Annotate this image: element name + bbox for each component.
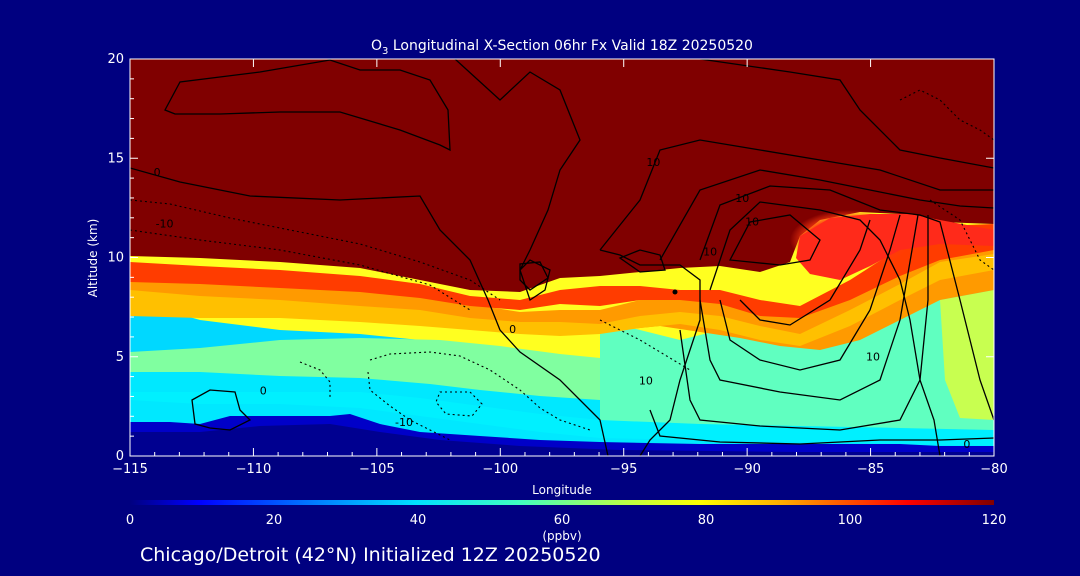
contour-line [519, 261, 549, 291]
field-terrain-dark [130, 424, 994, 456]
contour-label: -10 [395, 416, 413, 429]
contour-label: 10 [646, 156, 660, 169]
contour-line [699, 185, 994, 421]
contour-line [454, 59, 581, 302]
contour-line-dotted [435, 391, 483, 417]
contour-label: 0 [509, 323, 516, 336]
colorbar-tick-label: 100 [838, 513, 863, 528]
contour-line [164, 59, 451, 152]
y-axis-label: Altitude (km) [86, 219, 100, 298]
field-layer-red [130, 224, 994, 318]
x-tick-label: −105 [359, 462, 395, 477]
contour-line [699, 214, 919, 401]
contour-line [659, 169, 994, 261]
contour-line-dotted [130, 199, 501, 301]
contour-lines-dotted [130, 89, 994, 441]
field-layer-hotband [796, 214, 994, 280]
y-tick-label: 5 [116, 350, 124, 365]
field-layer-orange [130, 232, 994, 350]
colorbar-tick-label: 20 [266, 513, 283, 528]
contour-label: 10 [703, 246, 717, 259]
contour-labels: 0 -10 0 -10 0 10 10 10 10 10 10 0 [154, 156, 971, 451]
contour-line [739, 219, 871, 326]
y-axis: 0 5 10 15 20 [107, 52, 994, 464]
contour-line [618, 249, 666, 273]
x-axis-label: Longitude [532, 483, 592, 497]
x-tick-label: −115 [112, 462, 148, 477]
y-tick-label: 0 [116, 449, 124, 464]
field-layer-gold [130, 254, 994, 346]
contour-label: 0 [963, 438, 970, 451]
contour-label: 0 [260, 384, 267, 397]
contour-line [191, 389, 252, 431]
field-layer-darkred [130, 59, 994, 292]
contour-line [679, 215, 929, 431]
colorbar-tick-label: 60 [554, 513, 571, 528]
contour-line [699, 59, 994, 169]
contour-point [672, 289, 678, 295]
x-tick-label: −100 [482, 462, 518, 477]
contour-label: 10 [735, 192, 749, 205]
contour-label: 0 [154, 166, 161, 179]
contour-line [728, 214, 821, 266]
field-layer-lime [940, 290, 994, 420]
x-tick-label: −90 [733, 462, 760, 477]
contour-line [709, 201, 941, 456]
x-tick-label: −80 [980, 462, 1007, 477]
ozone-field [130, 59, 994, 456]
colorbar-tick-label: 80 [698, 513, 715, 528]
x-axis: −115 −110 −105 −100 −95 −90 −85 −80 [112, 59, 1008, 477]
colorbar-tick-label: 40 [410, 513, 427, 528]
contour-line [719, 214, 901, 371]
y-tick-label: 10 [107, 251, 124, 266]
contour-line [649, 409, 994, 445]
colorbar-label: (ppbv) [542, 529, 581, 543]
contour-line [599, 139, 994, 251]
contour-label: 10 [639, 375, 653, 388]
chart-title: O3 Longitudinal X-Section 06hr Fx Valid … [371, 38, 753, 57]
colorbar [130, 500, 994, 505]
field-layer-lightcyan [130, 392, 994, 446]
x-tick-label: −85 [857, 462, 884, 477]
colorbar-ticks: 0 20 40 60 80 100 120 [126, 513, 1007, 528]
contour-label: 10 [866, 351, 880, 364]
colorbar-tick-label: 120 [982, 513, 1007, 528]
contour-line [599, 249, 701, 456]
y-tick-label: 20 [107, 52, 124, 67]
colorbar-tick-label: 0 [126, 513, 134, 528]
contour-line-dotted [299, 361, 331, 398]
contour-label: 10 [745, 216, 759, 229]
footer-caption: Chicago/Detroit (42°N) Initialized 12Z 2… [140, 544, 601, 566]
contour-label: -10 [156, 218, 174, 231]
contour-line [130, 167, 609, 456]
y-tick-label: 15 [107, 151, 124, 166]
contour-lines [130, 59, 994, 456]
x-tick-label: −110 [236, 462, 272, 477]
x-tick-label: −95 [610, 462, 637, 477]
contour-line-dotted [367, 371, 451, 441]
